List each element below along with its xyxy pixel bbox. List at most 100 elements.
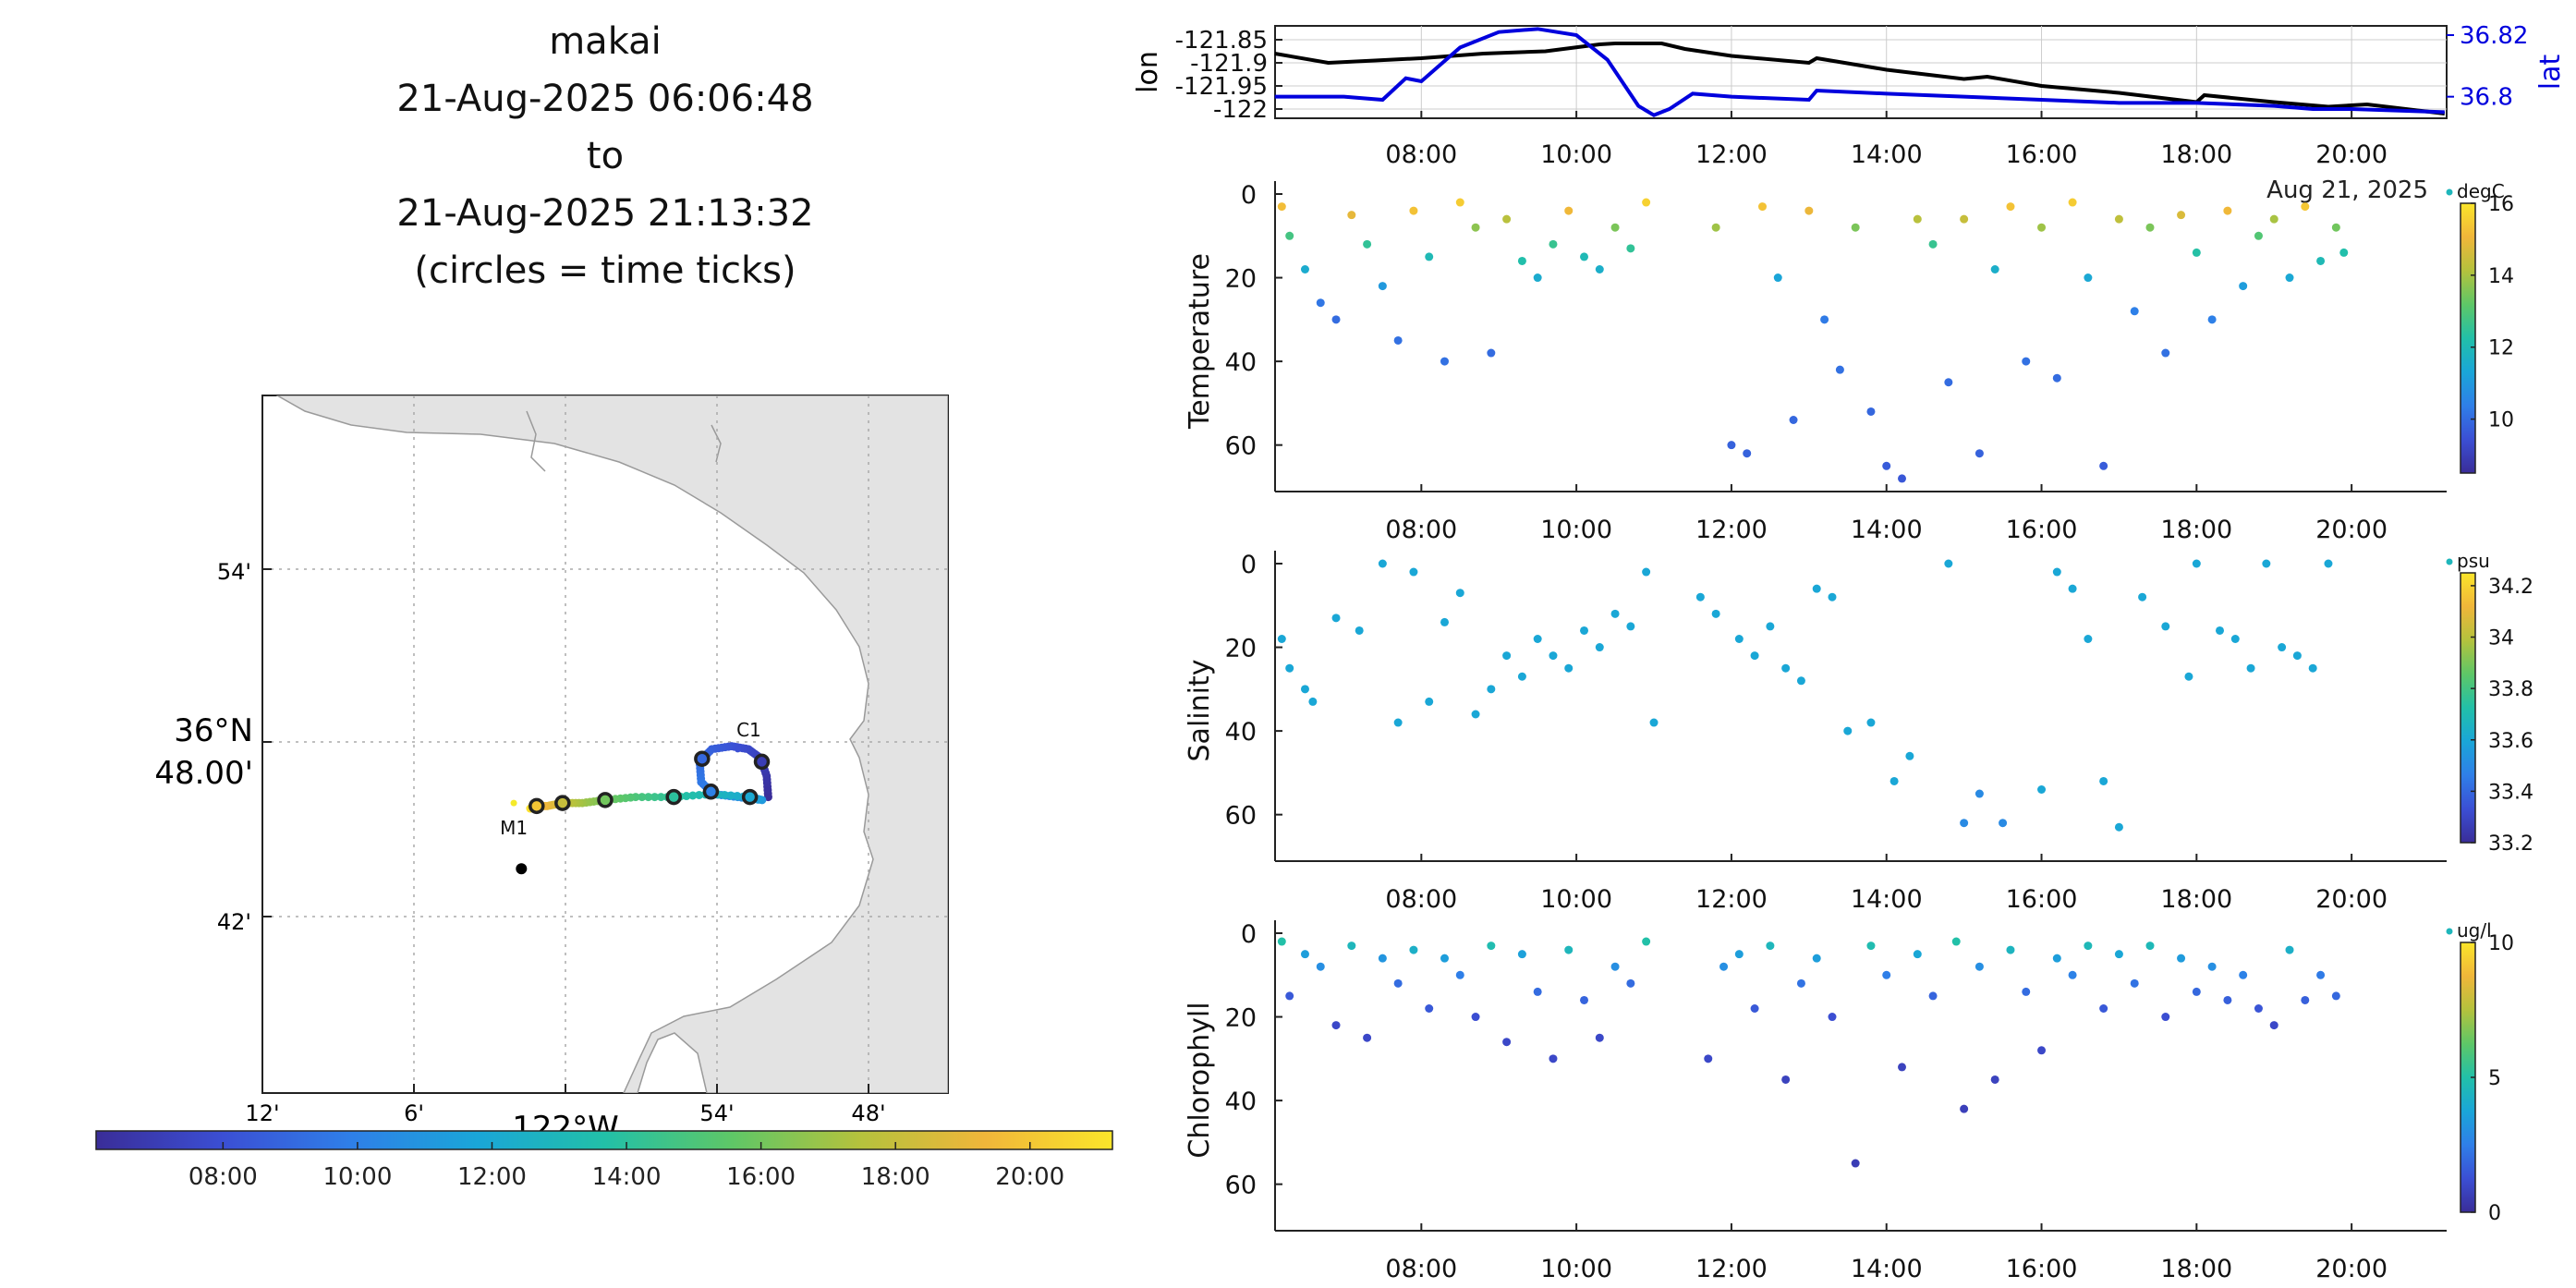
temperature-unit-label: degC [2457, 180, 2505, 202]
chlorophyll-cbar-label: 5 [2488, 1067, 2501, 1090]
temperature-data-point [1471, 223, 1480, 232]
temperature-data-point [2037, 223, 2047, 232]
temperature-data-point [1595, 265, 1604, 273]
chlorophyll-ylabel: Chlorophyll [1184, 1002, 1216, 1158]
salinity-cbar-label: 33.2 [2488, 832, 2533, 856]
temperature-data-point [2099, 461, 2108, 470]
chlorophyll-data-point [2099, 1004, 2108, 1013]
salinity-data-point [1642, 567, 1651, 577]
map-ytick-42: 42' [217, 909, 251, 935]
salinity-data-point [2324, 559, 2333, 568]
salinity-data-point [1781, 663, 1791, 673]
temperature-data-point [1975, 449, 1984, 458]
chlorophyll-data-point [1363, 1033, 1372, 1042]
mooring-marker [510, 799, 517, 807]
time-cbar-label: 18:00 [861, 1163, 930, 1191]
chlorophyll-data-point [1913, 950, 1922, 959]
salinity-data-point [1766, 622, 1775, 631]
map-ytick-48: 48.00' [154, 755, 253, 792]
time-tick-circle [554, 795, 571, 811]
salinity-data-point [1440, 617, 1449, 626]
chlorophyll-data-point [2177, 954, 2186, 963]
time-cbar-label: 10:00 [322, 1163, 392, 1191]
time-colorbar-gradient [95, 1130, 1113, 1150]
temperature-data-point [1944, 378, 1953, 387]
salinity-unit-label: psu [2457, 550, 2490, 572]
salinity-data-point [1595, 643, 1604, 652]
lat-tick-label: 36.8 [2460, 84, 2513, 112]
chlorophyll-xtick-label: 14:00 [1851, 1255, 1923, 1283]
chlorophyll-data-point [2022, 987, 2031, 996]
chlorophyll-unit-dot [2446, 928, 2453, 935]
temperature-data-point [2269, 214, 2278, 224]
time-cbar-label: 12:00 [457, 1163, 527, 1191]
temperature-data-point [1928, 239, 1938, 249]
chlorophyll-data-point [1642, 937, 1651, 946]
salinity-data-point [1580, 626, 1589, 635]
salinity-data-point [1999, 819, 2008, 828]
salinity-data-point [1331, 614, 1341, 623]
salinity-data-point [1378, 559, 1387, 568]
map-xtick-12: 12' [245, 1100, 279, 1126]
mooring-marker [734, 746, 741, 753]
salinity-data-point [2068, 584, 2077, 593]
salinity-cbar-label: 33.8 [2488, 678, 2533, 701]
temperature-data-point [1804, 206, 1814, 215]
chlorophyll-data-point [1595, 1033, 1604, 1042]
temperature-data-point [1409, 206, 1418, 215]
chlorophyll-data-point [1866, 942, 1876, 951]
temperature-data-point [2161, 348, 2170, 358]
chlorophyll-data-point [2006, 945, 2015, 954]
salinity-ytick-label: 20 [1225, 635, 1257, 663]
temperature-data-point [1835, 365, 1844, 374]
chlorophyll-data-point [2331, 991, 2340, 1001]
chlorophyll-data-point [1626, 978, 1635, 988]
track-point [656, 793, 665, 802]
temperature-cbar-label: 10 [2488, 409, 2514, 432]
salinity-data-point [1649, 718, 1659, 727]
chlorophyll-data-point [1425, 1004, 1434, 1013]
salinity-data-point [2246, 663, 2255, 673]
chlorophyll-data-point [2145, 942, 2155, 951]
temperature-data-point [1425, 252, 1434, 261]
salinity-data-point [1285, 663, 1294, 673]
temperature-data-point [1960, 214, 1969, 224]
chlorophyll-data-point [1851, 1159, 1860, 1168]
salinity-data-point [1502, 651, 1512, 661]
chlorophyll-data-point [1316, 962, 1325, 971]
temperature-data-point [2177, 211, 2186, 220]
chlorophyll-data-point [2223, 995, 2232, 1004]
temperature-panel: 0 20 40 60 08:00 10:00 12:00 14:00 16:00 18:00 20:… [1184, 180, 2514, 544]
map-ytick-54: 54' [217, 559, 251, 585]
chlorophyll-xtick-label: 20:00 [2315, 1255, 2388, 1283]
salinity-data-point [1277, 635, 1286, 643]
salinity-data-point [2099, 776, 2108, 785]
temperature-data-point [1277, 202, 1286, 212]
chlorophyll-data-point [2207, 962, 2217, 971]
chlorophyll-data-point [1487, 942, 1496, 951]
chlorophyll-data-point [1300, 950, 1309, 959]
map-xtick-48: 48' [851, 1100, 885, 1126]
chlorophyll-data-point [1564, 945, 1574, 954]
chlorophyll-panel: 0 20 40 60 08:00 10:00 12:00 14:00 16:00 18:00 20:… [1184, 919, 2514, 1283]
temperature-unit-dot [2446, 188, 2453, 196]
salinity-data-point [1975, 789, 1984, 798]
salinity-xtick-label: 10:00 [1540, 885, 1612, 914]
time-tick-circle [597, 792, 614, 808]
chlorophyll-data-point [1533, 987, 1542, 996]
chlorophyll-data-point [1812, 954, 1821, 963]
chlorophyll-data-point [2239, 970, 2248, 979]
temperature-data-point [1455, 198, 1464, 207]
salinity-colorbar [2460, 572, 2476, 844]
temperature-data-point [2022, 357, 2031, 366]
chlorophyll-data-point [2316, 970, 2326, 979]
chlorophyll-data-point [1928, 991, 1938, 1001]
chlorophyll-data-point [1975, 962, 1984, 971]
salinity-data-point [1960, 819, 1969, 828]
salinity-data-point [1889, 776, 1899, 785]
chlorophyll-data-point [1347, 942, 1356, 951]
temperature-data-point [1610, 223, 1620, 232]
chlorophyll-data-point [1734, 950, 1744, 959]
track-point [682, 792, 691, 801]
chlorophyll-data-point [2130, 978, 2139, 988]
